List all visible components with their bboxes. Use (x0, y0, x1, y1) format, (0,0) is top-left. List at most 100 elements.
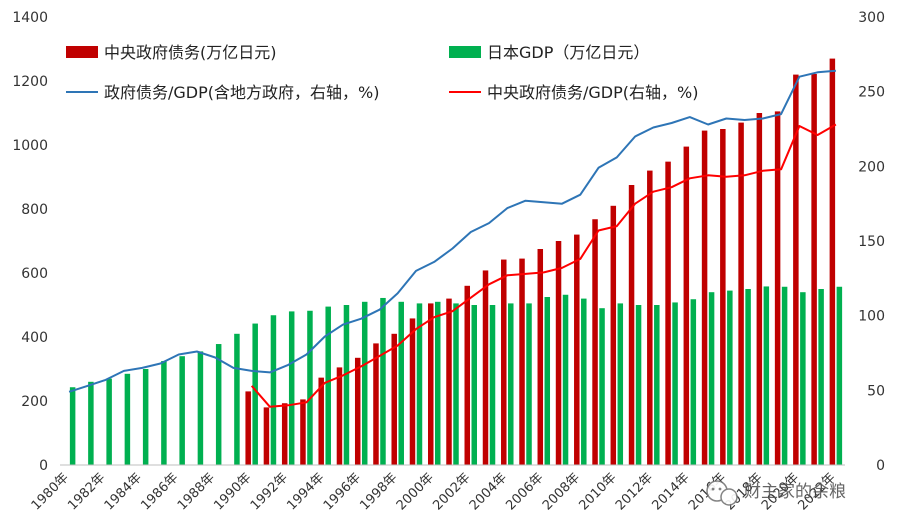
y-left-tick-label: 600 (21, 266, 48, 282)
bar-central-debt (592, 219, 598, 465)
bar-gdp (197, 351, 204, 465)
bar-central-debt (756, 113, 763, 465)
bar-central-debt (263, 407, 270, 465)
x-tick-label: 1992年 (248, 470, 291, 513)
bar-gdp (307, 310, 313, 465)
bar-gdp (763, 286, 770, 465)
y-right-tick-label: 0 (876, 458, 885, 474)
bar-gdp (416, 303, 423, 465)
y-left-tick-label: 1200 (12, 74, 48, 90)
bars (69, 58, 843, 466)
bar-gdp (818, 289, 824, 465)
bar-gdp (88, 381, 94, 465)
bar-gdp (526, 303, 532, 465)
x-tick-label: 2002年 (430, 470, 473, 513)
bar-central-debt (574, 234, 580, 465)
x-tick-label: 2006年 (503, 470, 546, 513)
bar-gdp (69, 387, 76, 465)
x-tick-label: 1988年 (175, 470, 218, 513)
x-tick-label: 1980年 (29, 470, 72, 513)
x-tick-label: 2004年 (467, 470, 510, 513)
bar-gdp (179, 356, 185, 465)
bar-gdp (727, 290, 733, 465)
bar-gdp (434, 301, 441, 465)
bar-gdp (562, 294, 569, 465)
wechat-icon (706, 480, 738, 506)
y-left-tick-label: 800 (21, 202, 48, 218)
legend-label-central-ratio: 中央政府债务/GDP(右轴，%) (487, 83, 698, 102)
legend-swatch-central-debt (66, 46, 98, 58)
bar-gdp (581, 298, 587, 465)
bar-central-debt (482, 270, 489, 465)
x-tick-label: 1990年 (211, 470, 254, 513)
bar-central-debt (793, 74, 799, 465)
x-tick-label: 2014年 (649, 470, 692, 513)
bar-central-debt (427, 303, 434, 465)
bar-central-debt (446, 298, 452, 465)
legend-label-central-debt: 中央政府债务(万亿日元) (104, 43, 277, 62)
bar-gdp (361, 301, 368, 465)
bar-gdp (654, 305, 660, 465)
bar-gdp (270, 315, 277, 465)
bar-central-debt (774, 111, 781, 466)
bar-central-debt (701, 130, 708, 465)
bar-gdp (672, 302, 678, 465)
bar-gdp (690, 299, 697, 465)
y-right-tick-label: 300 (858, 10, 885, 26)
bar-central-debt (555, 241, 562, 465)
bar-central-debt (683, 146, 690, 465)
bar-gdp (106, 378, 112, 465)
bar-central-debt (811, 73, 817, 466)
legend-swatch-gdp (449, 46, 481, 58)
bar-central-debt (829, 58, 836, 465)
bar-gdp (836, 286, 843, 465)
line-total-debt-ratio (68, 69, 836, 393)
bar-gdp (489, 305, 496, 465)
legend: 中央政府债务(万亿日元) 日本GDP（万亿日元） 政府债务/GDP(含地方政府，… (66, 43, 698, 102)
bar-gdp (398, 301, 404, 465)
y-left-tick-label: 400 (21, 330, 48, 346)
x-tick-label: 2010年 (576, 470, 619, 513)
bar-gdp (380, 297, 386, 465)
y-right-tick-label: 150 (858, 234, 885, 250)
bar-gdp (234, 333, 240, 465)
bar-gdp (745, 289, 751, 465)
x-tick-label: 1986年 (138, 470, 181, 513)
bar-gdp (471, 305, 478, 465)
bar-gdp (124, 373, 131, 465)
y-left-tick-label: 1400 (12, 10, 48, 26)
bar-gdp (325, 306, 331, 465)
bar-gdp (544, 297, 551, 465)
bar-central-debt (336, 367, 343, 465)
watermark-text: 财主家的余粮 (744, 482, 846, 502)
bar-gdp (635, 305, 642, 465)
watermark: 财主家的余粮 (706, 480, 846, 506)
bar-central-debt (391, 333, 397, 465)
bar-central-debt (281, 403, 288, 465)
bar-central-debt (300, 399, 306, 465)
x-tick-label: 1982年 (65, 470, 108, 513)
bar-central-debt (610, 205, 617, 466)
legend-label-gdp: 日本GDP（万亿日元） (487, 43, 649, 62)
bar-gdp (215, 344, 222, 465)
bar-central-debt (318, 377, 324, 465)
x-tick-label: 2008年 (540, 470, 583, 513)
y-left-tick-label: 1000 (12, 138, 48, 154)
bar-gdp (288, 311, 295, 465)
bar-central-debt (628, 185, 635, 465)
bar-central-debt (720, 129, 726, 465)
x-tick-label: 2000年 (394, 470, 437, 513)
bar-central-debt (464, 285, 471, 465)
bar-central-debt (354, 357, 361, 465)
bar-central-debt (665, 161, 671, 465)
bar-central-debt (738, 122, 744, 465)
bar-gdp (453, 303, 459, 465)
lines (68, 69, 837, 408)
bar-central-debt (409, 318, 416, 465)
x-tick-label: 1984年 (102, 470, 145, 513)
bar-central-debt (501, 259, 507, 465)
x-tick-label: 2012年 (613, 470, 656, 513)
bar-gdp (781, 286, 788, 465)
bar-gdp (599, 308, 605, 465)
